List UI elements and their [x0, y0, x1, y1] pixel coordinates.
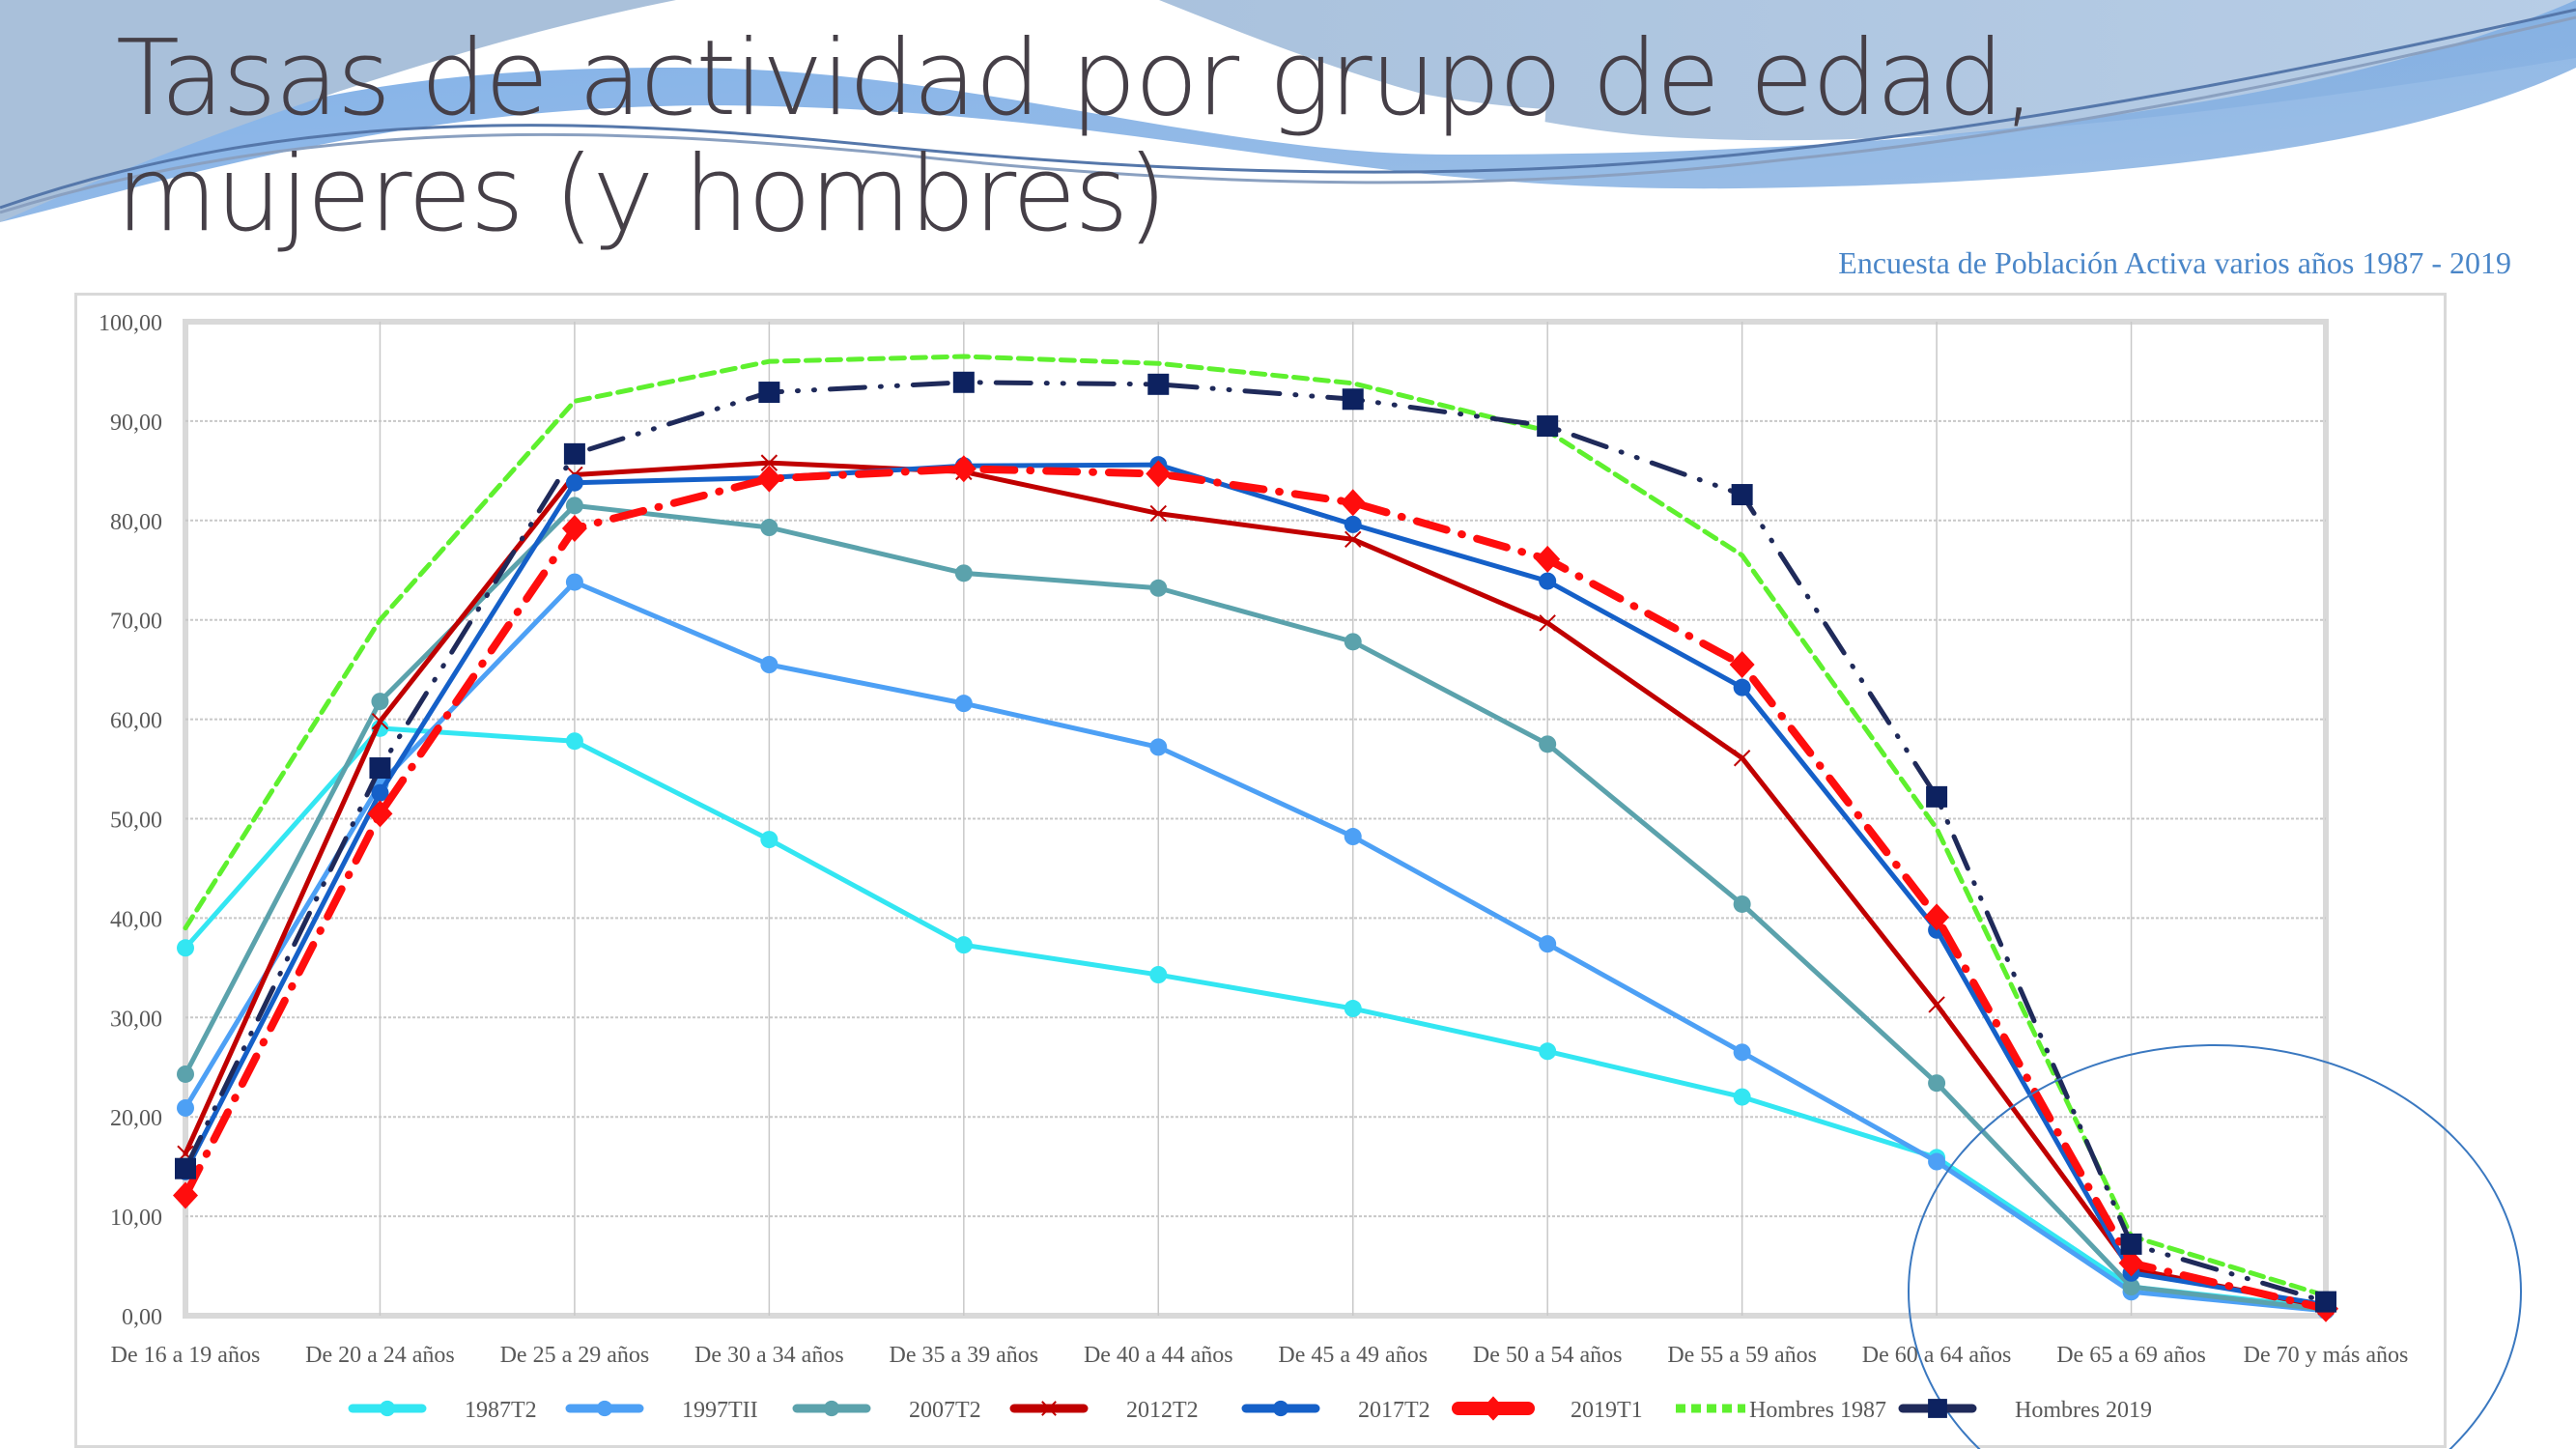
legend: 1987T2 1997TII 2007T2 2012T2 2017T2 2019T1 Hom…: [348, 1396, 2152, 1423]
slide-title-line1: Tasas de actividad por grupo de edad,: [116, 18, 2035, 139]
x-tick-label: De 16 a 19 años: [111, 1343, 261, 1368]
y-tick-label: 70,00: [110, 610, 162, 635]
legend-label: 2007T2: [909, 1398, 981, 1423]
series-hombres-1987: [183, 354, 2329, 1298]
slide-title-line2: mujeres (y hombres): [116, 134, 1168, 255]
y-tick-label: 80,00: [110, 510, 162, 535]
header-swoosh-background: [0, 0, 2576, 222]
y-tick-label: 10,00: [110, 1206, 162, 1231]
legend-item: Hombres 2019: [1898, 1398, 2152, 1423]
legend-item: 2007T2: [792, 1398, 981, 1423]
x-tick-label: De 65 a 69 años: [2056, 1343, 2206, 1368]
legend-label: 2019T1: [1571, 1398, 1643, 1423]
y-tick-label: 40,00: [110, 907, 162, 932]
series-2017t2: [177, 456, 2335, 1314]
legend-label: 1997TII: [682, 1398, 758, 1423]
x-tick-label: De 70 y más años: [2244, 1343, 2409, 1368]
legend-label: 2017T2: [1358, 1398, 1430, 1423]
y-tick-label: 100,00: [99, 311, 162, 336]
x-tick-label: De 50 a 54 años: [1473, 1343, 1623, 1368]
x-tick-label: De 30 a 34 años: [694, 1343, 844, 1368]
legend-item: 2019T1: [1452, 1396, 1643, 1423]
highlight-circle: [1908, 1044, 2522, 1449]
legend-item: 1987T2: [348, 1398, 537, 1423]
x-tick-label: De 40 a 44 años: [1084, 1343, 1233, 1368]
legend-label: Hombres 1987: [1749, 1398, 1886, 1423]
y-tick-label: 0,00: [122, 1305, 162, 1330]
legend-item: 2017T2: [1241, 1398, 1430, 1423]
series-2019t1: [173, 455, 2338, 1322]
y-tick-label: 60,00: [110, 709, 162, 734]
y-tick-label: 30,00: [110, 1007, 162, 1032]
x-tick-label: De 60 a 64 años: [1862, 1343, 2012, 1368]
y-tick-label: 50,00: [110, 809, 162, 834]
legend-label: 1987T2: [465, 1398, 537, 1423]
x-tick-label: De 20 a 24 años: [305, 1343, 455, 1368]
source-subtitle: Encuesta de Población Activa varios años…: [1838, 245, 2511, 280]
legend-label: Hombres 2019: [2015, 1398, 2152, 1423]
x-tick-label: De 55 a 59 años: [1667, 1343, 1817, 1368]
x-tick-label: De 35 a 39 años: [889, 1343, 1038, 1368]
legend-label: 2012T2: [1126, 1398, 1199, 1423]
y-tick-label: 90,00: [110, 411, 162, 436]
x-tick-label: De 25 a 29 años: [500, 1343, 650, 1368]
y-tick-label: 20,00: [110, 1106, 162, 1131]
legend-item: 1997TII: [565, 1398, 758, 1423]
slide-title: Tasas de actividad por grupo de edad, mu…: [116, 18, 2035, 255]
series-hombres-2019: [175, 371, 2336, 1313]
legend-item: Hombres 1987: [1676, 1398, 1886, 1423]
legend-item: 2012T2: [1009, 1398, 1199, 1423]
x-tick-label: De 45 a 49 años: [1278, 1343, 1428, 1368]
series-2012t2: [177, 454, 2335, 1316]
